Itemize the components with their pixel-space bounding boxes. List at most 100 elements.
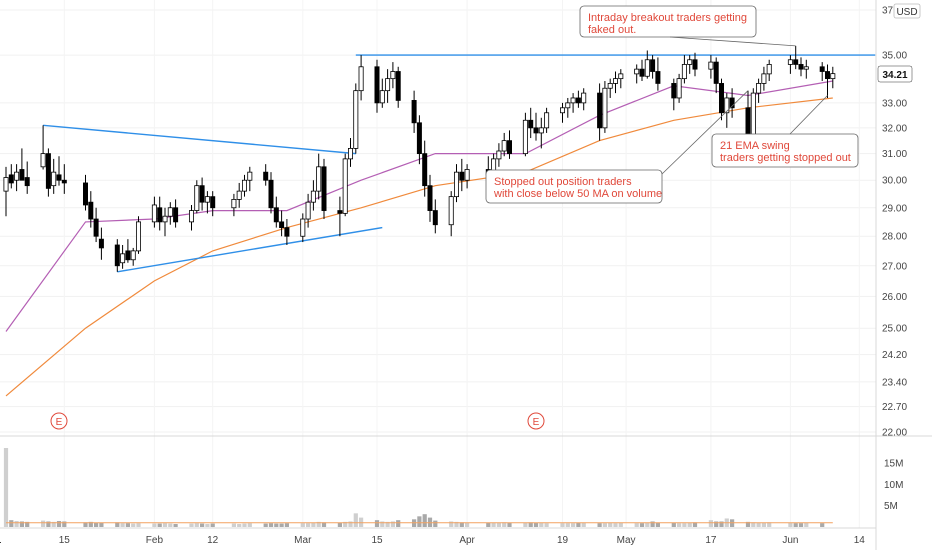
volume-bar	[353, 513, 358, 527]
candle-body	[634, 68, 640, 75]
volume-bar	[560, 523, 565, 527]
candle-body	[19, 169, 25, 181]
volume-bar	[798, 523, 804, 527]
annotation-box	[579, 5, 757, 38]
time-tick-label: 17	[705, 535, 717, 546]
candle-body	[798, 64, 804, 70]
candle-body	[120, 253, 126, 264]
volume-bar	[751, 522, 756, 527]
candle-body	[464, 169, 470, 181]
volume-bar	[3, 448, 9, 527]
currency-badge-label: USD	[896, 7, 917, 18]
annotation-text: traders getting stopped out	[720, 152, 851, 164]
volume-bar	[608, 522, 613, 527]
earnings-marker-label: E	[56, 417, 63, 428]
volume-bar	[88, 521, 93, 527]
candle-body	[453, 171, 459, 198]
candle-body	[40, 153, 46, 168]
volume-bar	[820, 523, 825, 527]
volume-bar	[14, 521, 19, 527]
candle-body	[522, 119, 528, 155]
candle-body	[83, 182, 89, 206]
volume-bar	[311, 522, 316, 527]
candle-body	[310, 190, 316, 203]
price-tick-label: 26.00	[882, 292, 907, 303]
volume-bar	[99, 522, 104, 527]
volume-bar	[708, 520, 713, 527]
candle-body	[268, 179, 274, 209]
volume-bar	[719, 521, 724, 527]
candle-body	[432, 210, 438, 226]
candle-body	[613, 78, 619, 84]
ma50-line-group	[5, 97, 833, 397]
candle-body	[533, 127, 539, 134]
volume-bar	[168, 523, 173, 527]
candle-body	[819, 66, 825, 72]
candle-body	[353, 90, 359, 149]
time-tick-label: May	[617, 535, 636, 546]
candle-body	[570, 97, 576, 104]
candle-body	[390, 71, 396, 80]
volume-bar	[284, 523, 289, 527]
volume-bar	[459, 522, 464, 527]
volume-bar	[491, 522, 496, 527]
volume-bar	[793, 523, 798, 527]
ma50-line	[5, 97, 833, 397]
candle-body	[750, 92, 756, 142]
candle-body	[671, 83, 677, 99]
volume-bar	[756, 522, 761, 527]
earnings-marker	[50, 412, 68, 430]
candle-body	[681, 64, 687, 80]
volume-bar	[454, 521, 459, 527]
volume-bar	[533, 522, 539, 527]
price-tick-label: 24.20	[882, 350, 907, 361]
candle-body	[135, 221, 141, 252]
volume-tick-label: 10M	[884, 480, 903, 491]
candle-body	[241, 179, 247, 192]
earnings-marker	[527, 412, 545, 430]
volume-bar	[602, 523, 607, 527]
volume-bar	[449, 521, 454, 527]
volume-bar	[523, 522, 528, 527]
gridlines	[0, 0, 876, 528]
candle-body	[496, 150, 502, 160]
candle-body	[98, 238, 104, 249]
candle-body	[204, 196, 210, 203]
volume-bar	[237, 524, 242, 527]
candle-body	[607, 83, 613, 89]
candle-body	[416, 122, 422, 155]
volume-bar	[242, 523, 247, 527]
candle-body	[538, 127, 544, 134]
candle-body	[729, 97, 735, 109]
currency-selector[interactable]: USD	[893, 3, 921, 19]
price-axis: 37.0035.0033.0032.0031.0030.0029.0028.00…	[882, 6, 907, 439]
price-tick-label: 33.00	[882, 98, 907, 109]
candle-body	[14, 171, 20, 181]
candle-body	[787, 59, 793, 65]
volume-bar	[274, 523, 279, 527]
volume-bar	[639, 523, 645, 527]
trendlines	[43, 54, 876, 273]
annotation-text: faked out.	[588, 24, 636, 36]
candle-body	[321, 166, 327, 211]
candle-body	[162, 215, 168, 223]
candle-body	[300, 218, 306, 237]
volume-bar	[544, 523, 549, 527]
volume-bar	[576, 522, 581, 527]
volume-bar	[565, 523, 570, 527]
volume-bar	[433, 520, 438, 527]
volume-bar	[496, 522, 501, 527]
volume-bars	[3, 448, 833, 527]
candle-body	[708, 61, 714, 70]
candle-body	[3, 177, 9, 192]
candle-body	[395, 71, 401, 101]
candle-body	[448, 196, 454, 226]
candle-body	[427, 185, 433, 211]
ema21-line	[5, 80, 833, 332]
candle-body	[157, 207, 163, 223]
time-tick-label: 12	[207, 535, 219, 546]
volume-bar	[41, 520, 46, 527]
time-tick-label: 15	[59, 535, 71, 546]
volume-bar	[380, 521, 385, 527]
